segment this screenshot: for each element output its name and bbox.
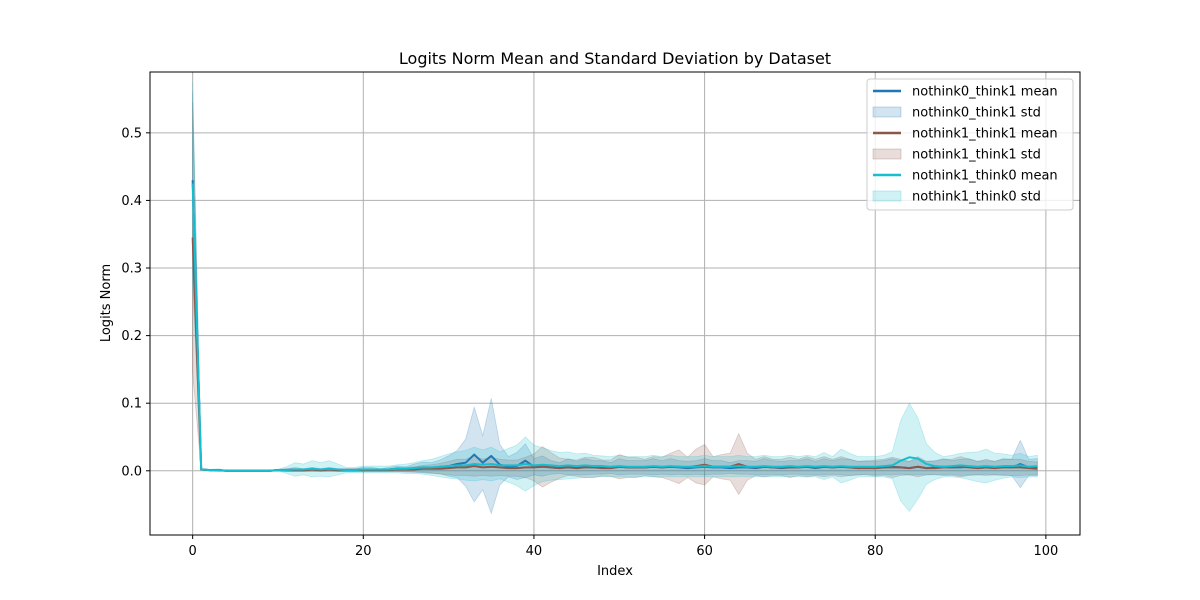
x-axis-ticks: 0 20 40 60 80 100 <box>189 535 1058 559</box>
legend-swatch-std <box>872 148 902 160</box>
y-axis-ticks: 0.0 0.1 0.2 0.3 0.4 0.5 <box>121 126 150 479</box>
x-tick-label: 60 <box>696 544 713 559</box>
mean-line-nothink1_think0 <box>191 183 1038 472</box>
mean-lines <box>191 180 1038 472</box>
std-band-nothink1_think0 <box>192 82 1038 512</box>
legend-label: nothink0_think1 mean <box>912 85 1058 100</box>
x-tick-label: 40 <box>526 544 543 559</box>
legend-swatch-std <box>872 106 902 118</box>
y-tick-label: 0.2 <box>121 329 142 344</box>
legend-label: nothink1_think0 mean <box>912 169 1058 184</box>
legend-label: nothink0_think1 std <box>912 106 1041 121</box>
legend-label: nothink1_think1 std <box>912 148 1041 163</box>
chart-title: Logits Norm Mean and Standard Deviation … <box>399 49 831 68</box>
legend-label: nothink1_think1 mean <box>912 127 1058 142</box>
legend-label: nothink1_think0 std <box>912 190 1041 205</box>
legend-swatch-std <box>872 190 902 202</box>
y-tick-label: 0.5 <box>121 126 142 141</box>
y-tick-label: 0.4 <box>121 194 142 209</box>
x-tick-label: 0 <box>189 544 197 559</box>
x-tick-label: 20 <box>355 544 372 559</box>
x-tick-label: 100 <box>1033 544 1058 559</box>
plot-frame <box>149 71 1081 536</box>
y-tick-label: 0.0 <box>121 464 142 479</box>
y-tick-label: 0.1 <box>121 397 142 412</box>
std-band-nothink0_think1 <box>192 92 1038 515</box>
legend: nothink0_think1 mean nothink0_think1 std n… <box>866 78 1074 211</box>
y-tick-label: 0.3 <box>121 262 142 277</box>
legend-box <box>866 78 1074 211</box>
x-axis-label: Index <box>597 564 633 579</box>
y-axis-label: Logits Norm <box>99 264 114 342</box>
x-tick-label: 80 <box>867 544 884 559</box>
